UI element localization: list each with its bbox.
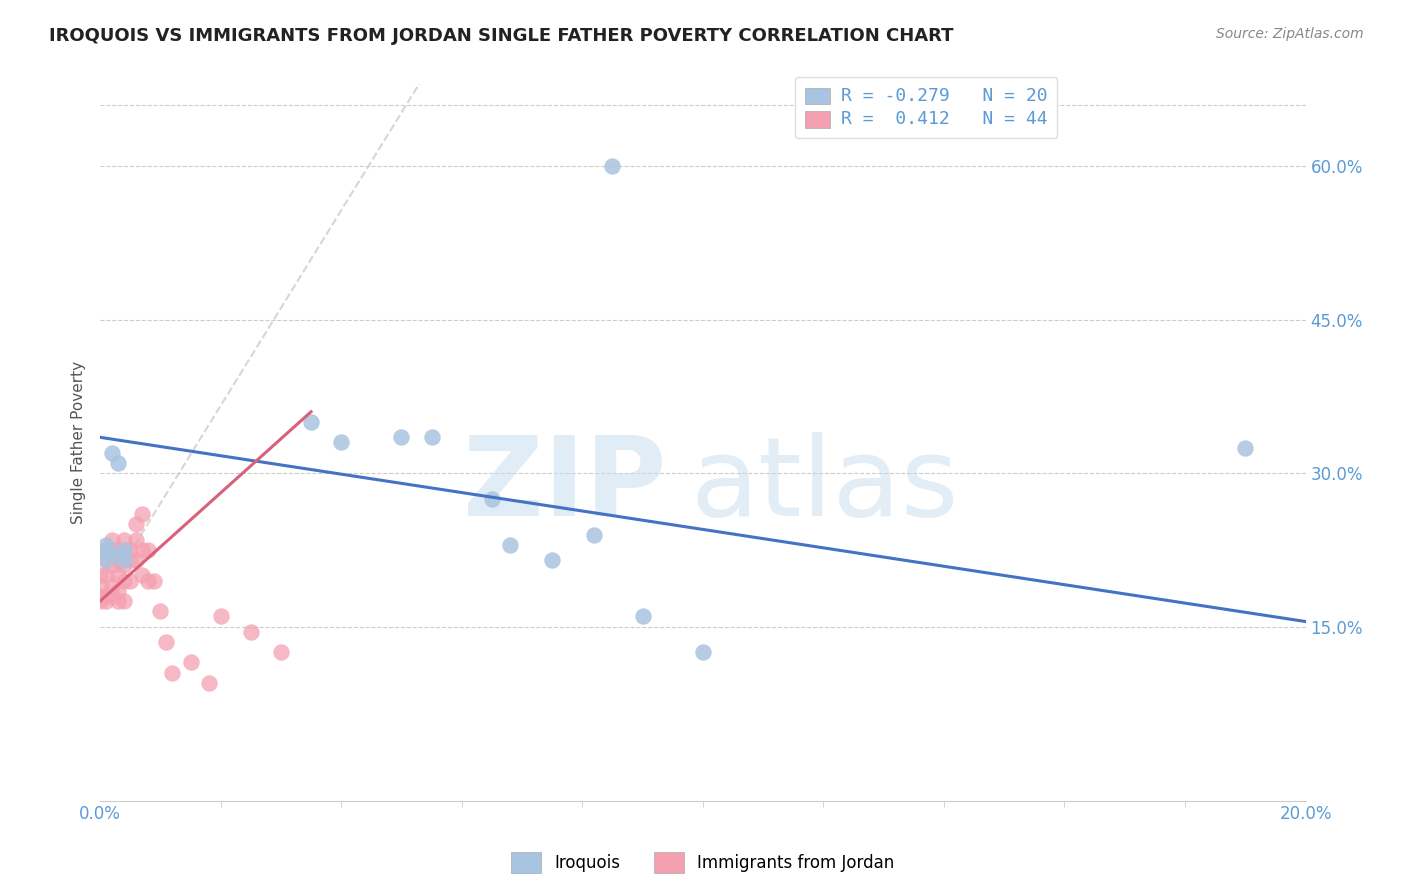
Point [101, 589, 124, 603]
Point [96, 542, 118, 557]
Point [120, 542, 142, 557]
Point [89, 594, 111, 608]
Point [180, 656, 202, 670]
Point [107, 456, 129, 470]
Point [107, 553, 129, 567]
Point [155, 635, 177, 649]
Text: IROQUOIS VS IMMIGRANTS FROM JORDAN SINGLE FATHER POVERTY CORRELATION CHART: IROQUOIS VS IMMIGRANTS FROM JORDAN SINGL… [49, 27, 953, 45]
Legend: Iroquois, Immigrants from Jordan: Iroquois, Immigrants from Jordan [505, 846, 901, 880]
Point [138, 542, 160, 557]
Point [197, 676, 219, 690]
Point [96, 568, 118, 582]
Point [112, 558, 135, 573]
Point [583, 527, 606, 541]
Point [107, 548, 129, 562]
Point [96, 553, 118, 567]
Point [692, 645, 714, 659]
Point [107, 542, 129, 557]
Point [125, 517, 148, 532]
Point [120, 553, 142, 567]
Point [112, 533, 135, 547]
Point [131, 568, 153, 582]
Point [101, 533, 124, 547]
Point [89, 589, 111, 603]
Point [101, 558, 124, 573]
Point [96, 589, 118, 603]
Point [149, 604, 172, 618]
Text: Source: ZipAtlas.com: Source: ZipAtlas.com [1216, 27, 1364, 41]
Point [391, 430, 413, 444]
Point [96, 553, 118, 567]
Point [112, 574, 135, 588]
Point [138, 574, 160, 588]
Legend: R = -0.279   N = 20, R =  0.412   N = 44: R = -0.279 N = 20, R = 0.412 N = 44 [796, 77, 1057, 138]
Text: ZIP: ZIP [464, 432, 666, 539]
Point [125, 553, 148, 567]
Point [239, 624, 262, 639]
Point [101, 542, 124, 557]
Point [420, 430, 443, 444]
Point [107, 594, 129, 608]
Point [89, 568, 111, 582]
Point [162, 665, 184, 680]
Point [112, 542, 135, 557]
Y-axis label: Single Father Poverty: Single Father Poverty [72, 361, 86, 524]
Point [112, 542, 135, 557]
Point [1234, 441, 1257, 455]
Point [89, 579, 111, 593]
Point [96, 538, 118, 552]
Point [112, 594, 135, 608]
Point [96, 594, 118, 608]
Point [96, 542, 118, 557]
Point [101, 445, 124, 459]
Point [107, 583, 129, 598]
Point [107, 568, 129, 582]
Point [131, 542, 153, 557]
Text: atlas: atlas [690, 432, 959, 539]
Point [101, 579, 124, 593]
Point [270, 645, 292, 659]
Point [209, 609, 232, 624]
Point [125, 533, 148, 547]
Point [330, 435, 353, 450]
Point [112, 553, 135, 567]
Point [143, 574, 166, 588]
Point [499, 538, 522, 552]
Point [131, 507, 153, 521]
Point [602, 159, 624, 173]
Point [481, 491, 503, 506]
Point [631, 609, 654, 624]
Point [299, 415, 322, 429]
Point [541, 553, 564, 567]
Point [120, 574, 142, 588]
